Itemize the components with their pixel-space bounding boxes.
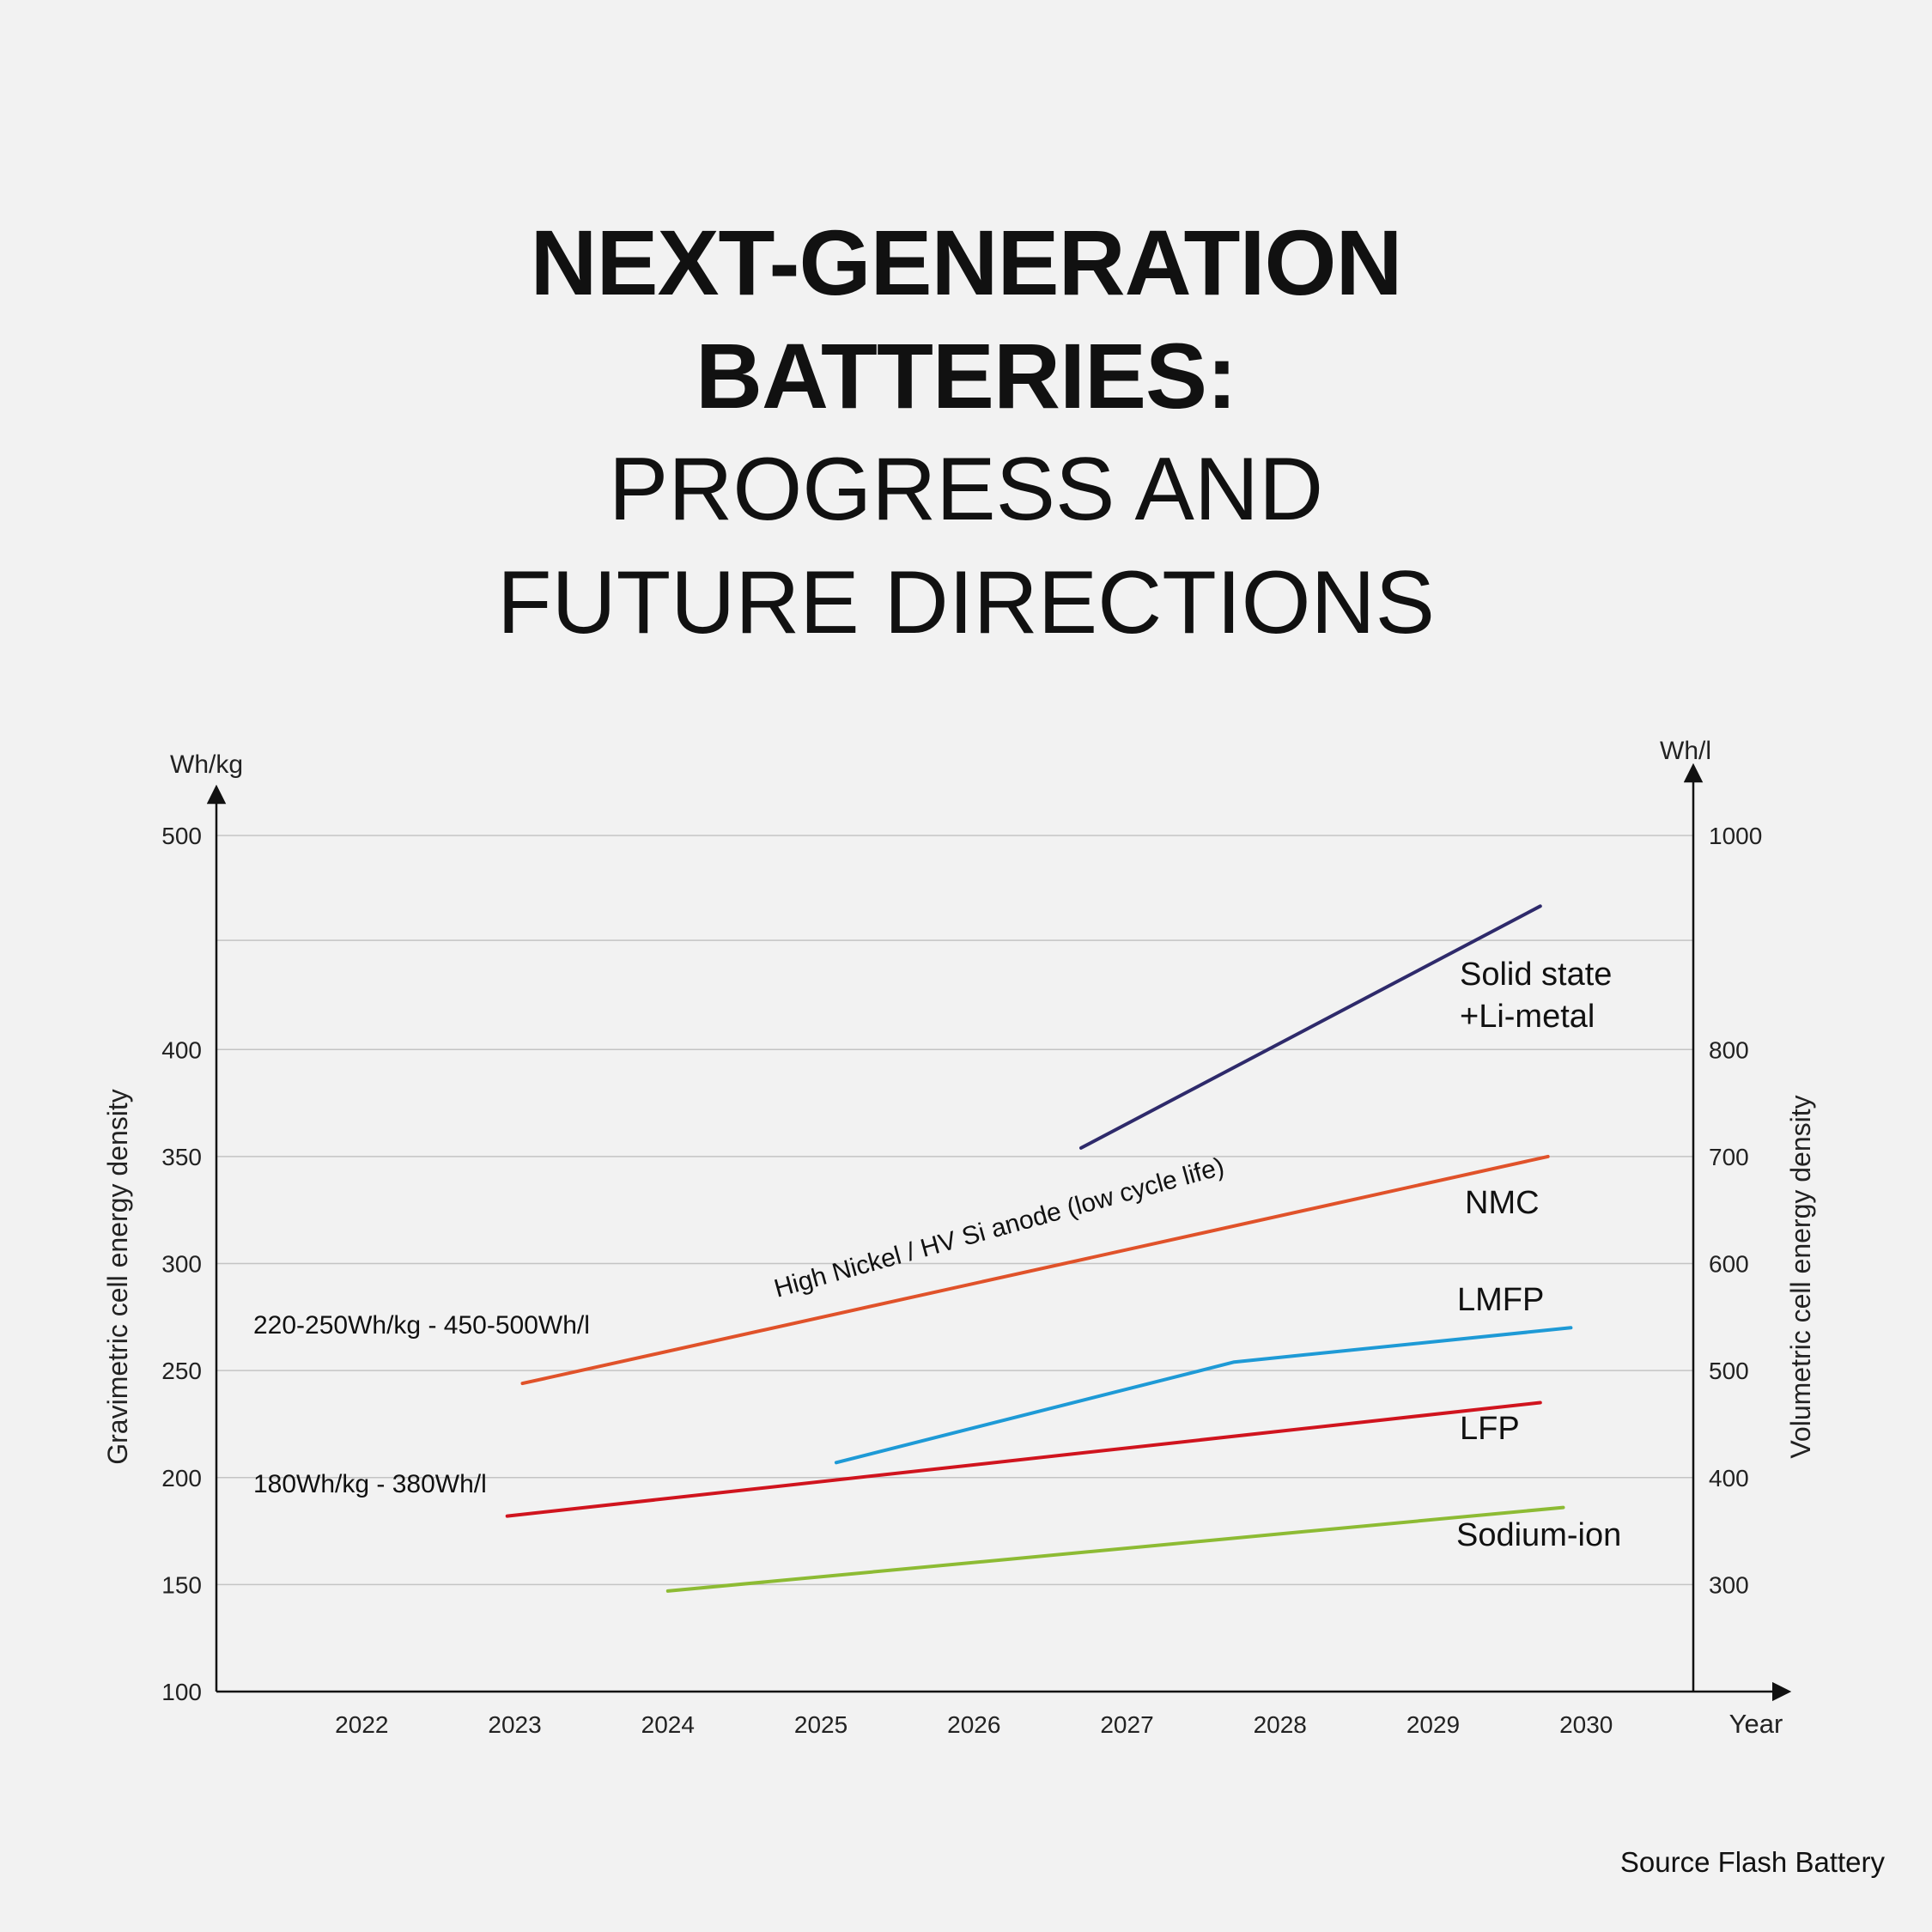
title-line-4: FUTURE DIRECTIONS: [497, 553, 1435, 653]
x-tick-label: 2027: [1100, 1711, 1153, 1738]
series-labels: Solid state +Li-metal NMC LMFP LFP Sodium-ion: [1456, 957, 1621, 1553]
y-tick-label: 250: [161, 1358, 202, 1384]
y-tick-label: 400: [161, 1036, 202, 1063]
left-unit-label: Wh/kg: [170, 750, 243, 779]
series-label-sodium-ion: Sodium-ion: [1456, 1517, 1621, 1553]
series-lines: [505, 904, 1573, 1593]
y-tick-label: 200: [161, 1465, 202, 1492]
title-line-1: NEXT-GENERATION: [530, 210, 1402, 314]
x-tick-label: 2025: [794, 1711, 848, 1738]
y2-tick-label: 400: [1709, 1465, 1749, 1492]
y2-tick-label: 700: [1709, 1144, 1749, 1170]
title-line-3: PROGRESS AND: [608, 440, 1324, 539]
series-line-lmfp: [834, 1326, 1573, 1465]
y2-tick-label: 600: [1709, 1251, 1749, 1278]
series-label-nmc: NMC: [1465, 1185, 1540, 1221]
y2-tick-label: 300: [1709, 1571, 1749, 1598]
x-tick-label: 2030: [1559, 1711, 1613, 1738]
y2-tick-label: 500: [1709, 1358, 1749, 1384]
series-line-sodium-ion: [665, 1505, 1565, 1593]
series-label-solid-state-li-metal: Solid state +Li-metal: [1460, 957, 1612, 1035]
left-axis-title: Gravimetric cell energy density: [102, 1089, 133, 1464]
right-axis-title: Volumetric cell energy density: [1785, 1095, 1816, 1458]
y-tick-label: 150: [161, 1571, 202, 1598]
title-line-2: BATTERIES:: [696, 324, 1237, 428]
annotation-lfp-range: 180Wh/kg - 380Wh/l: [253, 1470, 487, 1498]
series-line-lfp: [505, 1400, 1542, 1518]
y2-tick-label: 800: [1709, 1036, 1749, 1063]
x-tick-labels: 2022 2023 2024 2025 2026 2027 2028 2029 2030: [335, 1711, 1613, 1738]
annotation-high-nickel: High Nickel / HV Si anode (low cycle lif…: [771, 1152, 1227, 1303]
y-tick-label: 100: [161, 1679, 202, 1705]
y-tick-label: 500: [161, 823, 202, 849]
left-tick-labels: 100 150 200 250 300 350 400 500: [161, 823, 202, 1705]
series-line-solid-state-li-metal: [1079, 904, 1542, 1150]
series-label-lmfp: LMFP: [1457, 1282, 1544, 1318]
annotation-nmc-range: 220-250Wh/kg - 450-500Wh/l: [253, 1311, 590, 1340]
gridlines: [216, 835, 1693, 1586]
y-tick-label: 300: [161, 1251, 202, 1278]
y2-tick-label: 1000: [1709, 823, 1762, 849]
right-tick-labels: 300 400 500 600 700 800 1000: [1709, 823, 1762, 1598]
x-tick-label: 2028: [1254, 1711, 1307, 1738]
right-unit-label: Wh/l: [1660, 737, 1711, 765]
chart-title: NEXT-GENERATION BATTERIES: PROGRESS AND …: [0, 206, 1932, 659]
y-tick-label: 350: [161, 1144, 202, 1170]
x-tick-label: 2026: [947, 1711, 1000, 1738]
x-tick-label: 2024: [641, 1711, 695, 1738]
axes: [206, 762, 1792, 1702]
series-line-nmc: [520, 1154, 1550, 1386]
series-label-lfp: LFP: [1460, 1411, 1520, 1447]
x-tick-label: 2023: [488, 1711, 541, 1738]
x-tick-label: 2022: [335, 1711, 388, 1738]
source-note: Source Flash Battery: [1619, 1846, 1885, 1878]
x-tick-label: 2029: [1406, 1711, 1460, 1738]
x-axis-title: Year: [1729, 1709, 1783, 1739]
